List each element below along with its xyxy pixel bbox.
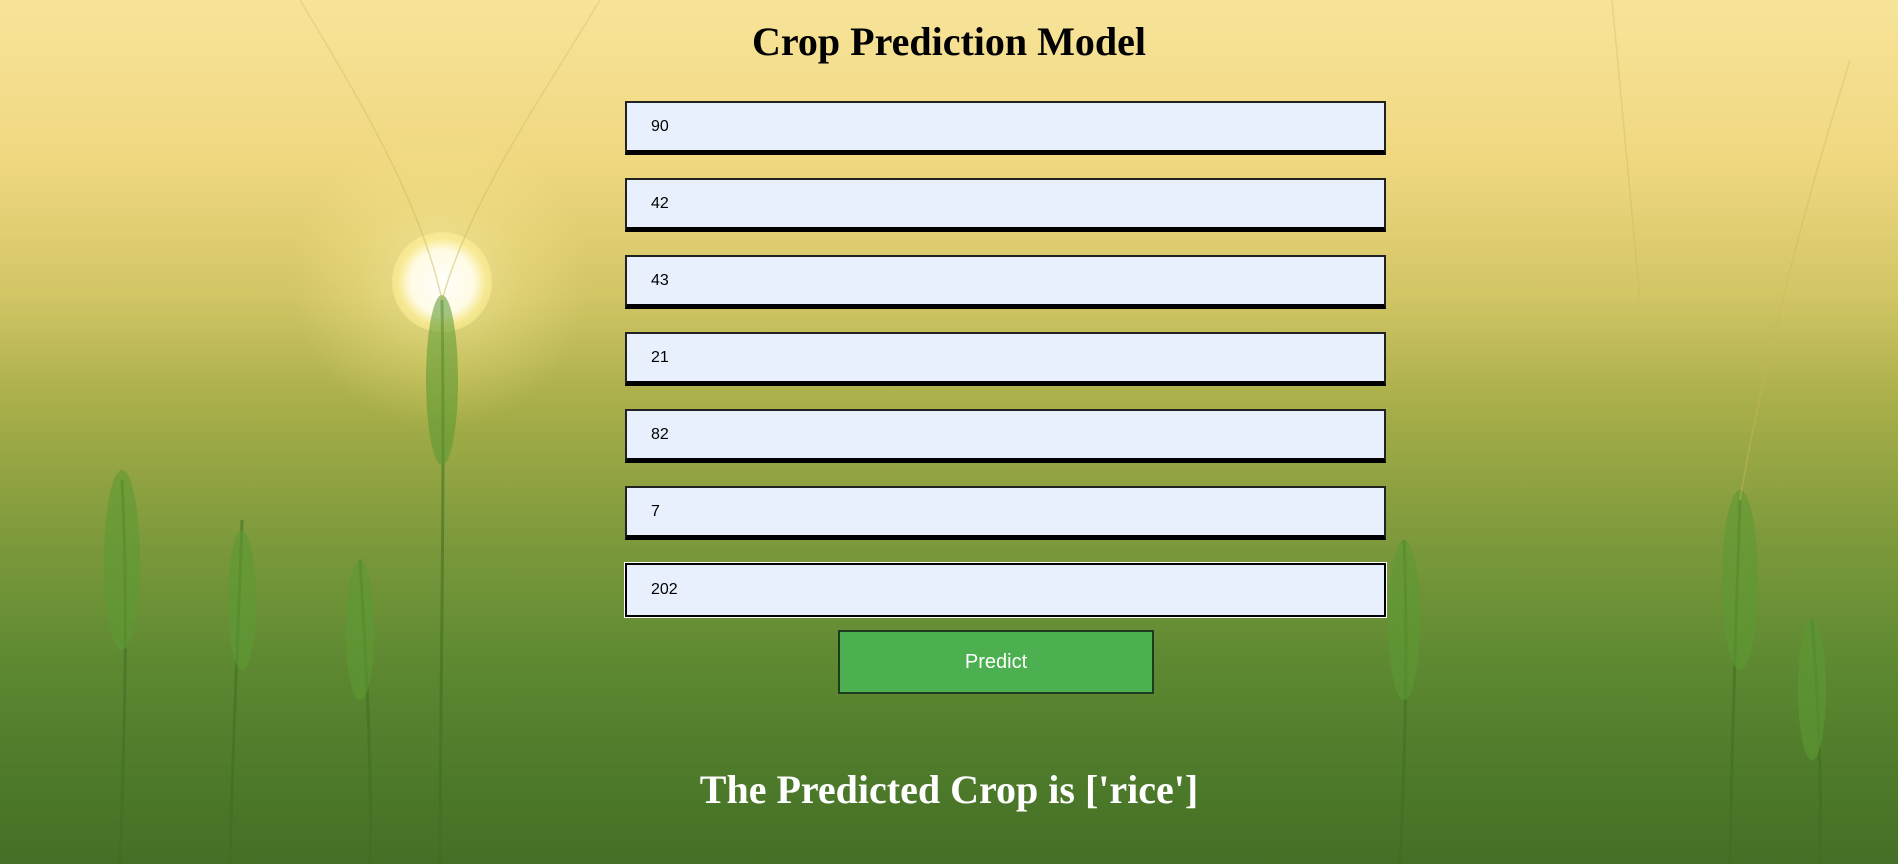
input-field-2[interactable] — [625, 178, 1386, 232]
input-field-3[interactable] — [625, 255, 1386, 309]
input-field-6[interactable] — [625, 486, 1386, 540]
input-field-5[interactable] — [625, 409, 1386, 463]
predict-button[interactable]: Predict — [838, 630, 1154, 694]
input-field-4[interactable] — [625, 332, 1386, 386]
input-field-1[interactable] — [625, 101, 1386, 155]
background-image-repeat — [1600, 0, 1898, 864]
input-field-7[interactable] — [625, 563, 1386, 617]
prediction-result: The Predicted Crop is ['rice'] — [699, 767, 1199, 812]
page-title: Crop Prediction Model — [751, 19, 1147, 64]
